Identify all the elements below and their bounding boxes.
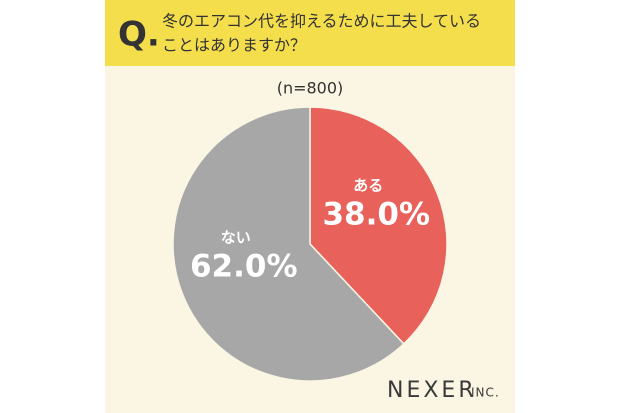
chart-title: ことはありますか？ [162, 36, 306, 55]
brand-suffix: INC. [471, 386, 500, 400]
chart-title: 冬のエアコン代を抑えるために工夫している [162, 12, 481, 31]
slice-label: ある [353, 176, 383, 194]
value-label: 38.0% [322, 196, 430, 232]
pie: ある 38.0% ない 62.0% [172, 106, 448, 382]
chart-subtitle: (n=800) [277, 79, 344, 98]
q-mark: Q. [118, 15, 160, 55]
pie-slice [309, 106, 448, 345]
brand: NEXER [387, 378, 477, 403]
pie-slice [172, 106, 405, 382]
value-label: 62.0% [190, 249, 298, 285]
slice-label: ない [221, 229, 251, 247]
question-band [105, 0, 515, 66]
